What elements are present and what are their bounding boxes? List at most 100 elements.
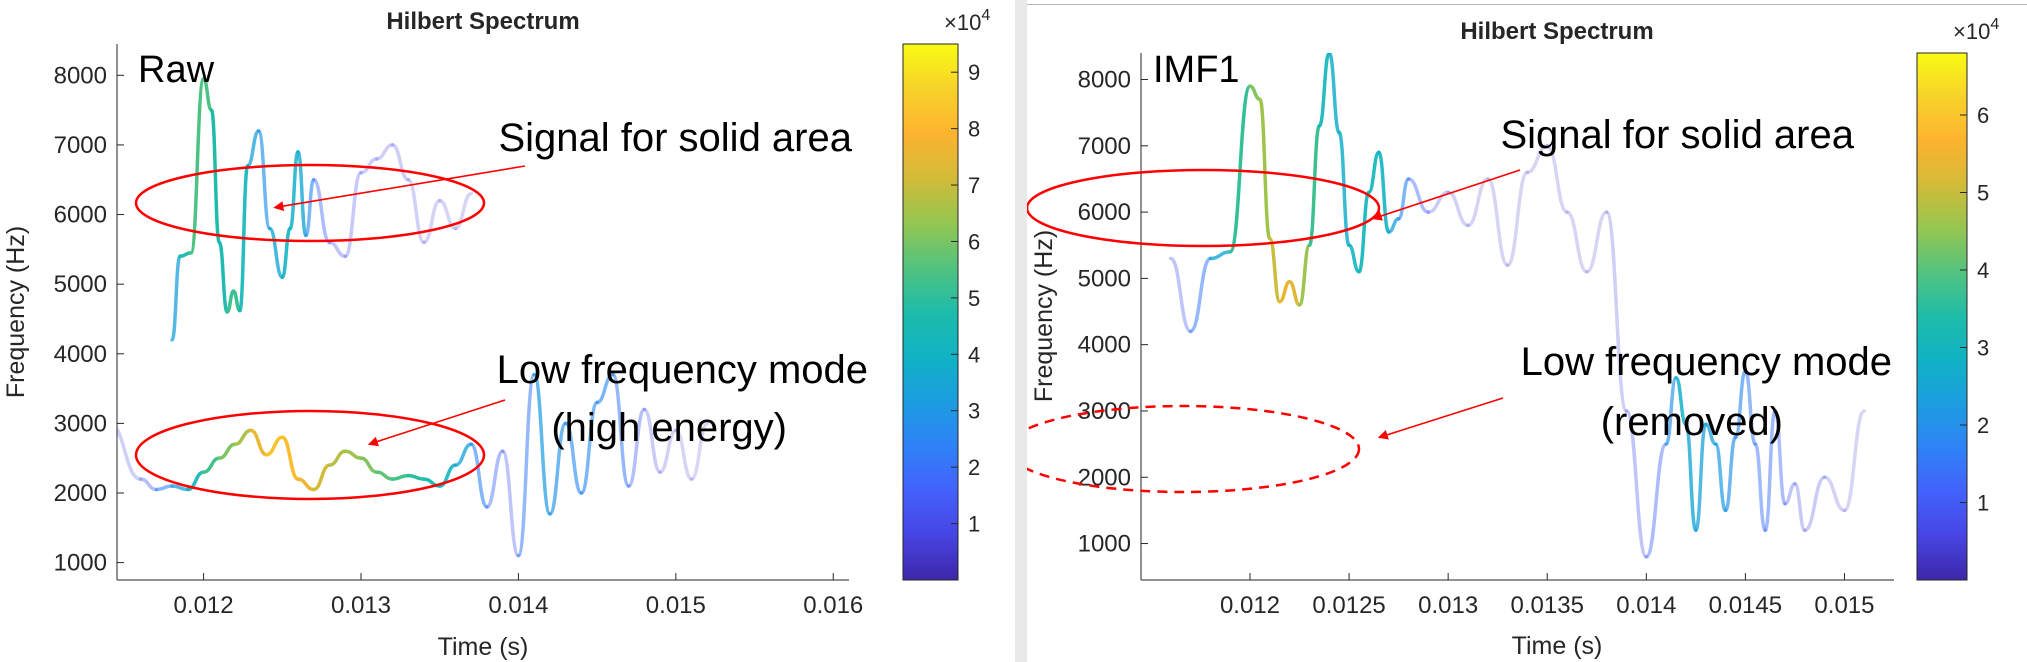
series-segment (1327, 53, 1341, 135)
x-tick-label: 0.012 (1220, 592, 1280, 619)
series-segment (500, 449, 521, 558)
plot-area (1141, 53, 1894, 580)
series-segment (1337, 130, 1351, 247)
series-segment (1644, 442, 1668, 559)
hilbert-spectrum-raw-panel: 0.012 0.013 0.014 0.015 0.016 1000 2000 3000 400… (2, 7, 990, 661)
series-segment (359, 157, 379, 175)
series-segment (1803, 475, 1827, 533)
series-segment (437, 463, 458, 488)
series-segment (1426, 190, 1450, 214)
series-segment (516, 372, 536, 558)
hilbert-spectrum-raw-chart: 0.012 0.013 0.014 0.015 0.016 1000 2000 3000 400… (2, 7, 990, 661)
y-tick-label: 5000 (54, 271, 107, 298)
colorbar-tick-label: 1 (1977, 491, 1989, 516)
panel-label: IMF1 (1153, 49, 1240, 91)
colorbar-exponent-label: ×104 (944, 7, 990, 35)
series-segment (674, 428, 694, 481)
annotation-text: Low frequency mode (1521, 340, 1892, 384)
series-segment (532, 372, 552, 516)
y-tick-label: 6000 (54, 202, 107, 229)
chart-title: Hilbert Spectrum (386, 8, 579, 35)
series-segment (563, 421, 584, 495)
series-segment (453, 191, 473, 231)
colorbar-exponent-label: ×104 (1953, 16, 1999, 44)
series-segment (1188, 256, 1213, 334)
series-segment (1783, 482, 1797, 506)
series-segment (1317, 53, 1331, 128)
series-segment (689, 421, 710, 481)
series-segment (209, 108, 222, 245)
series-segment (117, 426, 143, 481)
colorbar-tick-label: 5 (968, 286, 980, 311)
x-tick-label: 0.0125 (1312, 592, 1385, 619)
series-segment (1377, 150, 1391, 234)
series-segment (327, 449, 348, 467)
series-segment (304, 177, 316, 238)
series-segment (312, 463, 332, 492)
series-segment (626, 407, 647, 488)
x-tick-label: 0.0135 (1511, 592, 1584, 619)
series-segment (469, 442, 489, 509)
series-segment (437, 198, 458, 231)
series-segment (1168, 256, 1193, 334)
highlight-ellipse (134, 163, 486, 243)
series-segment (154, 484, 174, 492)
annotation-text-line2: (removed) (1601, 400, 1783, 444)
annotation-arrow (1371, 169, 1521, 221)
y-tick-label: 7000 (54, 132, 107, 159)
series-segment (249, 428, 269, 457)
series-segment (1624, 409, 1649, 559)
highlight-ellipse (1027, 168, 1381, 248)
series-segment (264, 435, 285, 457)
annotation-text: Low frequency mode (497, 348, 868, 392)
series-segment (1723, 435, 1738, 513)
series-segment (186, 470, 206, 492)
series-segment (296, 477, 316, 492)
series-segment (374, 470, 395, 481)
y-tick-label: 1000 (54, 550, 107, 577)
series-segment (343, 449, 363, 460)
series-line (1168, 53, 1867, 559)
series-segment (1486, 177, 1510, 267)
x-tick-label: 0.014 (488, 592, 548, 619)
series-segment (579, 400, 599, 495)
colorbar-tick-label: 4 (968, 342, 980, 367)
panel-divider (1015, 0, 1027, 662)
series-segment (138, 477, 159, 492)
series-segment (170, 254, 182, 342)
colorbar-tick-label: 3 (1977, 336, 1989, 361)
x-tick-label: 0.013 (331, 592, 391, 619)
series-segment (1525, 144, 1549, 175)
colorbar-tick-label: 1 (968, 512, 980, 537)
annotation-text: Signal for solid area (1500, 113, 1854, 157)
y-tick-label: 4000 (1078, 332, 1131, 359)
series-line (170, 77, 473, 342)
series-group (117, 77, 710, 558)
y-tick-label: 4000 (54, 341, 107, 368)
x-tick-label: 0.012 (174, 592, 234, 619)
series-segment (217, 442, 237, 460)
series-segment (1773, 409, 1787, 506)
series-segment (1307, 124, 1322, 247)
series-segment (1545, 144, 1569, 214)
series-segment (374, 143, 395, 161)
highlight-ellipse (1027, 404, 1361, 494)
series-segment (1763, 409, 1777, 533)
series-segment (1565, 210, 1589, 274)
series-segment (548, 421, 568, 516)
colorbar-tick-label: 7 (968, 173, 980, 198)
colorbar-tick-label: 5 (1977, 181, 1989, 206)
series-segment (1842, 409, 1867, 513)
series-segment (642, 407, 662, 474)
y-tick-label: 2000 (54, 480, 107, 507)
annotation-arrow (367, 399, 506, 447)
y-tick-label: 7000 (1078, 133, 1131, 160)
series-segment (288, 150, 300, 231)
series-segment (1713, 442, 1728, 513)
series-segment (595, 372, 615, 405)
x-tick-label: 0.015 (646, 592, 706, 619)
series-segment (267, 226, 285, 279)
series-segment (422, 198, 442, 245)
x-tick-label: 0.016 (803, 592, 863, 619)
annotation-arrow (273, 165, 526, 212)
